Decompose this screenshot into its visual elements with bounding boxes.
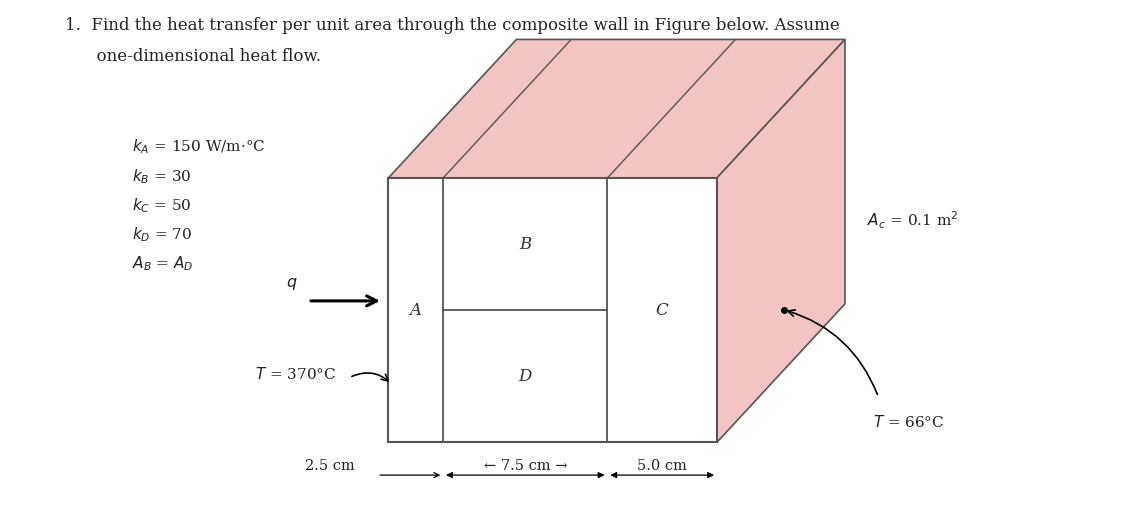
Text: $k_B$ = 30: $k_B$ = 30 — [132, 167, 192, 185]
Text: D: D — [518, 368, 532, 385]
Text: $A_B$ = $A_D$: $A_B$ = $A_D$ — [132, 254, 194, 273]
Text: 1.  Find the heat transfer per unit area through the composite wall in Figure be: 1. Find the heat transfer per unit area … — [65, 17, 840, 34]
Polygon shape — [388, 39, 845, 178]
Polygon shape — [717, 39, 845, 442]
Text: $k_A$ = 150 W/m·°C: $k_A$ = 150 W/m·°C — [132, 138, 266, 156]
Text: B: B — [519, 236, 532, 252]
Text: C: C — [655, 302, 669, 318]
Polygon shape — [388, 178, 717, 442]
Text: $q$: $q$ — [286, 275, 297, 292]
Text: $k_C$ = 50: $k_C$ = 50 — [132, 196, 192, 215]
Text: A: A — [410, 302, 422, 318]
Text: 2.5 cm: 2.5 cm — [305, 459, 355, 473]
Text: ← 7.5 cm →: ← 7.5 cm → — [484, 459, 567, 473]
Text: $T$ = 66°C: $T$ = 66°C — [873, 414, 944, 430]
Text: one-dimensional heat flow.: one-dimensional heat flow. — [65, 49, 321, 66]
Text: $T$ = 370°C: $T$ = 370°C — [255, 366, 335, 381]
Text: $k_D$ = 70: $k_D$ = 70 — [132, 225, 193, 244]
Text: 5.0 cm: 5.0 cm — [637, 459, 687, 473]
Text: $A_c$ = 0.1 m$^2$: $A_c$ = 0.1 m$^2$ — [867, 210, 958, 231]
